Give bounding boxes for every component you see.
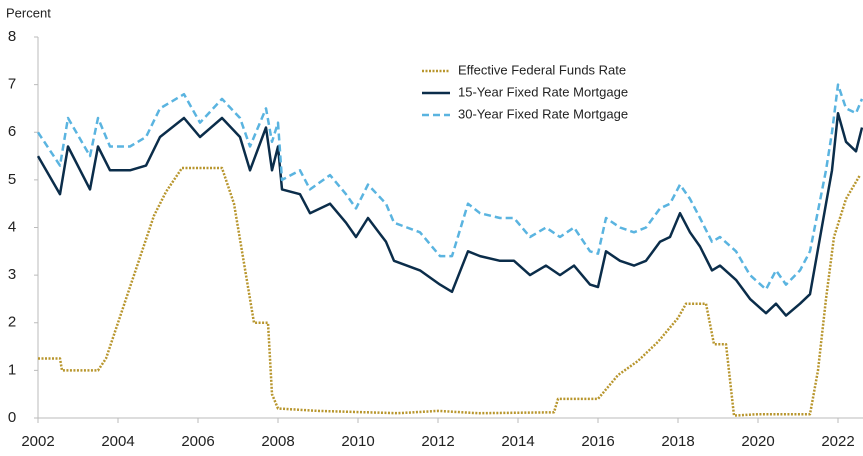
y-tick-label: 6 <box>8 123 16 140</box>
series-line <box>36 111 863 317</box>
y-tick-label: 2 <box>8 314 16 331</box>
y-tick-label: 4 <box>8 218 16 235</box>
x-tick-label: 2012 <box>421 433 454 450</box>
y-tick-label: 8 <box>8 28 16 45</box>
x-tick-label: 2004 <box>101 433 134 450</box>
series-line <box>36 83 863 291</box>
series-line <box>38 166 862 417</box>
x-tick-label: 2006 <box>181 433 214 450</box>
legend-label: Effective Federal Funds Rate <box>458 62 626 77</box>
x-tick-label: 2018 <box>661 433 694 450</box>
y-tick-label: 0 <box>8 409 16 426</box>
x-tick-label: 2002 <box>21 433 54 450</box>
x-tick-label: 2014 <box>501 433 534 450</box>
x-tick-label: 2008 <box>261 433 294 450</box>
x-tick-label: 2022 <box>821 433 854 450</box>
x-tick-label: 2010 <box>341 433 374 450</box>
y-tick-label: 5 <box>8 171 16 188</box>
y-tick-label: 3 <box>8 266 16 283</box>
y-axis-label: Percent <box>6 5 51 20</box>
y-tick-label: 1 <box>8 361 16 378</box>
legend-label: 30-Year Fixed Rate Mortgage <box>458 106 628 121</box>
x-tick-label: 2020 <box>741 433 774 450</box>
legend-label: 15-Year Fixed Rate Mortgage <box>458 84 628 99</box>
x-tick-label: 2016 <box>581 433 614 450</box>
y-tick-label: 7 <box>8 76 16 93</box>
